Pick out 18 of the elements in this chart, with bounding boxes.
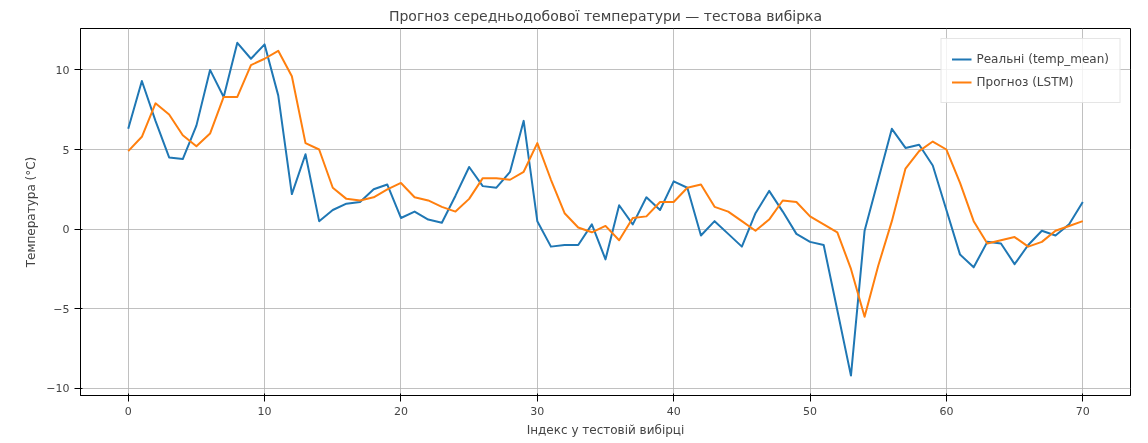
- x-axis-title: Індекс у тестовій вибірці: [526, 422, 685, 437]
- x-tick-label: 0: [124, 404, 132, 418]
- x-tick-label: 70: [1075, 404, 1090, 418]
- x-tick-label: 60: [939, 404, 954, 418]
- y-tick-label: 10: [55, 63, 70, 77]
- y-tick-label: 0: [62, 223, 70, 237]
- legend-label: Прогноз (LSTM): [976, 75, 1074, 89]
- y-tick-label: 5: [62, 143, 70, 157]
- legend-label: Реальні (temp_mean): [976, 52, 1109, 66]
- chart-title: Прогноз середньодобової температури — тестова вибірка: [388, 7, 823, 24]
- x-tick-label: 30: [530, 404, 545, 418]
- y-tick-label: −5: [53, 302, 70, 316]
- x-tick-label: 10: [257, 404, 272, 418]
- x-tick-label: 50: [803, 404, 818, 418]
- y-axis-title: Температура (°C): [24, 156, 39, 269]
- y-tick-label: −10: [46, 382, 70, 396]
- x-tick-label: 40: [666, 404, 681, 418]
- x-tick-label: 20: [393, 404, 408, 418]
